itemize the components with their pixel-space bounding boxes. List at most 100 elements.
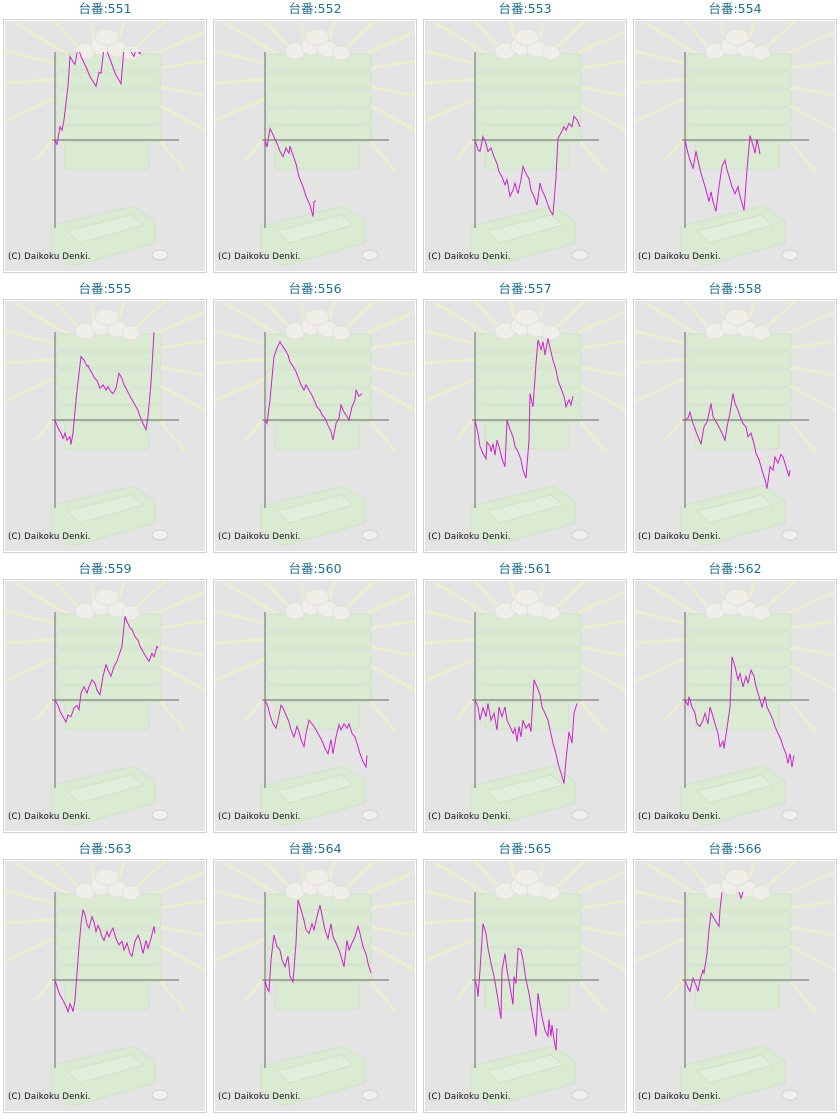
copyright-text: (C) Daikoku Denki.	[8, 532, 91, 542]
slump-line	[474, 338, 574, 479]
background-illustration	[635, 581, 835, 828]
slump-graph-panel: (C) Daikoku Denki.	[424, 860, 626, 1112]
copyright-text: (C) Daikoku Denki.	[638, 252, 721, 262]
copyright-text: (C) Daikoku Denki.	[8, 812, 91, 822]
background-illustration	[635, 21, 835, 268]
copyright-text: (C) Daikoku Denki.	[218, 812, 301, 822]
slump-graph-panel: (C) Daikoku Denki.	[424, 580, 626, 832]
background-illustration	[215, 581, 415, 828]
slump-graph	[215, 581, 415, 828]
machine-number-title[interactable]: 台番:551	[78, 1, 132, 16]
slump-line	[264, 126, 317, 217]
background-illustration	[425, 581, 625, 828]
slump-graph-panel: (C) Daikoku Denki.	[214, 20, 416, 272]
slump-graph-panel: (C) Daikoku Denki.	[214, 300, 416, 552]
slump-graph	[5, 861, 205, 1108]
slump-graph-panel: (C) Daikoku Denki.	[634, 20, 836, 272]
copyright-text: (C) Daikoku Denki.	[218, 1092, 301, 1102]
copyright-text: (C) Daikoku Denki.	[8, 252, 91, 262]
slump-line	[684, 656, 795, 767]
slump-graph	[425, 301, 625, 548]
slump-graph-panel: (C) Daikoku Denki.	[634, 860, 836, 1112]
background-illustration	[5, 861, 205, 1108]
machine-chart-cell: 台番:564 (C) Daikoku Denki.	[210, 840, 420, 1120]
machine-number-title[interactable]: 台番:555	[78, 281, 132, 296]
slump-line	[264, 899, 372, 994]
slump-graph-panel: (C) Daikoku Denki.	[424, 20, 626, 272]
machine-number-title[interactable]: 台番:564	[288, 841, 342, 856]
machine-number-title[interactable]: 台番:566	[708, 841, 762, 856]
slump-line	[54, 909, 156, 1014]
machine-number-title[interactable]: 台番:558	[708, 281, 762, 296]
machine-chart-cell: 台番:558 (C) Daikoku Denki.	[630, 280, 840, 560]
machine-number-title[interactable]: 台番:554	[708, 1, 762, 16]
machine-number-title[interactable]: 台番:561	[498, 561, 552, 576]
slump-graph-panel: (C) Daikoku Denki.	[424, 300, 626, 552]
machine-number-title[interactable]: 台番:559	[78, 561, 132, 576]
background-illustration	[215, 861, 415, 1108]
slump-line	[264, 699, 368, 769]
slump-line	[474, 923, 558, 1051]
machine-chart-cell: 台番:560 (C) Daikoku Denki.	[210, 560, 420, 840]
slump-graph	[5, 581, 205, 828]
slump-line	[54, 52, 142, 147]
slump-graph	[5, 301, 205, 548]
machine-number-title[interactable]: 台番:556	[288, 281, 342, 296]
background-illustration	[635, 301, 835, 548]
slump-graph-panel: (C) Daikoku Denki.	[4, 300, 206, 552]
machine-chart-cell: 台番:563 (C) Daikoku Denki.	[0, 840, 210, 1120]
slump-graph	[425, 861, 625, 1108]
background-illustration	[215, 21, 415, 268]
machine-number-title[interactable]: 台番:562	[708, 561, 762, 576]
background-illustration	[215, 301, 415, 548]
slump-line	[54, 616, 159, 724]
slump-line	[264, 340, 363, 441]
machine-chart-cell: 台番:556 (C) Daikoku Denki.	[210, 280, 420, 560]
slump-graph	[215, 861, 415, 1108]
slump-graph-panel: (C) Daikoku Denki.	[634, 300, 836, 552]
machine-chart-cell: 台番:552 (C) Daikoku Denki.	[210, 0, 420, 280]
slump-graph-panel: (C) Daikoku Denki.	[4, 860, 206, 1112]
slump-line	[54, 332, 155, 445]
machine-chart-cell: 台番:557 (C) Daikoku Denki.	[420, 280, 630, 560]
machine-number-title[interactable]: 台番:557	[498, 281, 552, 296]
machine-chart-cell: 台番:553 (C) Daikoku Denki.	[420, 0, 630, 280]
machine-number-title[interactable]: 台番:553	[498, 1, 552, 16]
machine-number-title[interactable]: 台番:560	[288, 561, 342, 576]
machine-number-title[interactable]: 台番:565	[498, 841, 552, 856]
slump-graph	[215, 301, 415, 548]
slump-graph	[5, 21, 205, 268]
slump-graph	[635, 581, 835, 828]
machine-number-title[interactable]: 台番:563	[78, 841, 132, 856]
machine-number-title[interactable]: 台番:552	[288, 1, 342, 16]
machine-chart-cell: 台番:555 (C) Daikoku Denki.	[0, 280, 210, 560]
slump-graph	[425, 21, 625, 268]
slump-graph-panel: (C) Daikoku Denki.	[214, 580, 416, 832]
slump-graph-panel: (C) Daikoku Denki.	[4, 580, 206, 832]
slump-line	[474, 679, 578, 784]
slump-graph-panel: (C) Daikoku Denki.	[634, 580, 836, 832]
machine-chart-cell: 台番:561 (C) Daikoku Denki.	[420, 560, 630, 840]
copyright-text: (C) Daikoku Denki.	[428, 252, 511, 262]
background-illustration	[635, 861, 835, 1108]
background-illustration	[5, 581, 205, 828]
copyright-text: (C) Daikoku Denki.	[218, 252, 301, 262]
slump-graph	[215, 21, 415, 268]
copyright-text: (C) Daikoku Denki.	[638, 532, 721, 542]
slump-line	[684, 135, 761, 212]
slump-line	[684, 393, 791, 489]
slump-line	[474, 115, 581, 217]
copyright-text: (C) Daikoku Denki.	[428, 532, 511, 542]
copyright-text: (C) Daikoku Denki.	[638, 812, 721, 822]
machine-chart-cell: 台番:565 (C) Daikoku Denki.	[420, 840, 630, 1120]
slump-graph-panel: (C) Daikoku Denki.	[4, 20, 206, 272]
machine-chart-cell: 台番:559 (C) Daikoku Denki.	[0, 560, 210, 840]
slump-line	[684, 892, 744, 993]
background-illustration	[5, 21, 205, 268]
machine-chart-cell: 台番:566 (C) Daikoku Denki.	[630, 840, 840, 1120]
copyright-text: (C) Daikoku Denki.	[8, 1092, 91, 1102]
slump-graph-panel: (C) Daikoku Denki.	[214, 860, 416, 1112]
slump-graph	[635, 861, 835, 1108]
background-illustration	[425, 861, 625, 1108]
background-illustration	[5, 301, 205, 548]
